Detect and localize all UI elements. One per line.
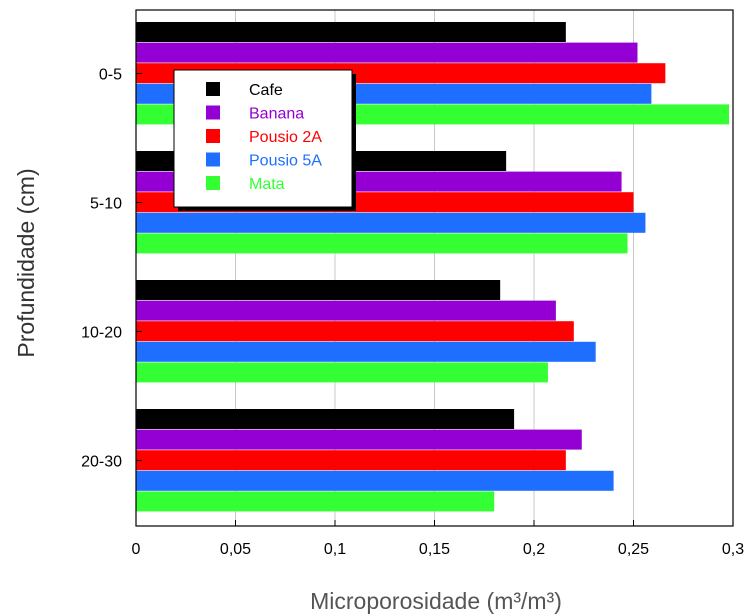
- x-tick-label: 0,1: [324, 541, 346, 558]
- x-axis-label: Microporosidade (m³/m³): [310, 588, 562, 614]
- bar-banana-3: [136, 429, 582, 450]
- x-tick-label: 0: [132, 541, 141, 558]
- legend-swatch-pousio-5a: [206, 152, 220, 167]
- legend-label: Mata: [249, 176, 285, 193]
- bar-mata-3: [136, 491, 495, 512]
- bar-mata-1: [136, 233, 628, 254]
- bar-pousio-5a-3: [136, 470, 614, 491]
- y-tick-label: 10-20: [81, 325, 122, 342]
- legend-swatch-pousio-2a: [206, 129, 220, 143]
- x-tick-label: 0,2: [523, 541, 545, 558]
- legend-swatch-mata: [206, 176, 220, 190]
- y-axis-ticks: 0-5 5-10 10-20 20-30: [81, 67, 142, 471]
- x-tick-label: 0,25: [618, 541, 649, 558]
- y-tick-label: 0-5: [99, 67, 122, 84]
- legend-label: Pousio 5A: [249, 153, 322, 170]
- legend-label: Banana: [249, 106, 304, 123]
- x-tick-label: 0,05: [220, 541, 251, 558]
- bar-pousio-5a-1: [136, 212, 646, 233]
- legend-label: Cafe: [249, 82, 283, 99]
- bar-cafe-3: [136, 409, 515, 429]
- legend-box: [173, 69, 353, 208]
- y-axis-label: Profundidade (cm): [13, 168, 39, 357]
- legend-swatch-cafe: [206, 82, 220, 96]
- y-tick-label: 20-30: [81, 454, 122, 471]
- bar-pousio-5a-2: [136, 341, 596, 362]
- bar-banana-0: [136, 42, 638, 63]
- legend-label: Pousio 2A: [249, 129, 322, 146]
- bar-cafe-2: [136, 280, 501, 300]
- bar-pousio-2a-3: [136, 450, 566, 471]
- x-axis-ticks: 0 0,05 0,1 0,15 0,2 0,25 0,3: [132, 520, 744, 558]
- x-tick-label: 0,3: [722, 541, 744, 558]
- x-tick-label: 0,15: [419, 541, 450, 558]
- legend: Cafe Banana Pousio 2A Pousio 5A Mata: [173, 69, 356, 211]
- y-tick-label: 5-10: [90, 196, 122, 213]
- bar-banana-2: [136, 300, 556, 321]
- bar-cafe-0: [136, 22, 566, 42]
- legend-swatch-banana: [206, 105, 220, 120]
- bar-mata-2: [136, 362, 548, 383]
- bar-pousio-2a-2: [136, 321, 574, 342]
